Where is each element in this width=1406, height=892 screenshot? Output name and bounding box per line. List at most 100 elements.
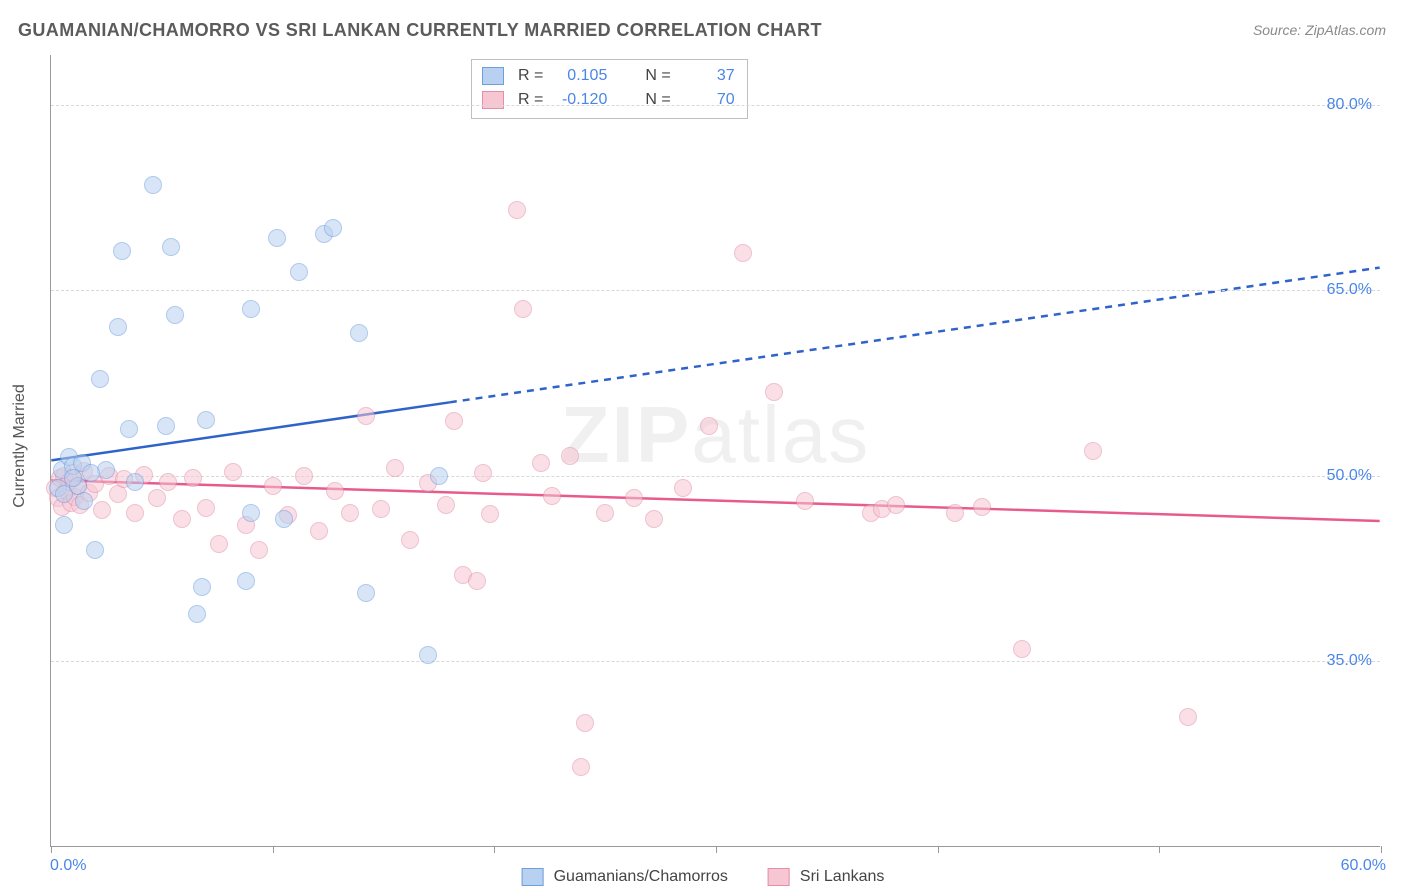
scatter-point-srilankan <box>310 522 328 540</box>
scatter-point-srilankan <box>357 407 375 425</box>
scatter-point-srilankan <box>674 479 692 497</box>
scatter-point-guam <box>242 504 260 522</box>
stats-legend: R = 0.105 N = 37 R = -0.120 N = 70 <box>471 59 748 119</box>
n-value-guam: 37 <box>681 64 735 88</box>
legend-item-guam: Guamanians/Chamorros <box>522 868 728 886</box>
scatter-point-guam <box>109 318 127 336</box>
swatch-srilankan <box>482 91 504 109</box>
r-label: R = <box>518 88 543 112</box>
scatter-point-srilankan <box>197 499 215 517</box>
scatter-point-guam <box>75 492 93 510</box>
trend-lines-svg <box>51 55 1380 846</box>
scatter-point-srilankan <box>700 417 718 435</box>
scatter-point-srilankan <box>1013 640 1031 658</box>
stats-row-guam: R = 0.105 N = 37 <box>482 64 735 88</box>
bottom-legend: Guamanians/Chamorros Sri Lankans <box>522 868 885 886</box>
scatter-point-srilankan <box>625 489 643 507</box>
legend-item-srilankan: Sri Lankans <box>768 868 885 886</box>
watermark-part-a: ZIP <box>561 390 691 479</box>
swatch-guam <box>482 67 504 85</box>
scatter-point-srilankan <box>295 467 313 485</box>
x-tick <box>1159 846 1160 853</box>
x-max-label: 60.0% <box>1341 857 1386 875</box>
scatter-point-srilankan <box>946 504 964 522</box>
n-value-srilankan: 70 <box>681 88 735 112</box>
scatter-point-srilankan <box>973 498 991 516</box>
scatter-point-srilankan <box>326 482 344 500</box>
scatter-point-srilankan <box>173 510 191 528</box>
scatter-point-srilankan <box>372 500 390 518</box>
scatter-point-srilankan <box>596 504 614 522</box>
legend-swatch-guam <box>522 868 544 886</box>
legend-label-srilankan: Sri Lankans <box>800 868 885 886</box>
x-origin-label: 0.0% <box>50 857 86 875</box>
scatter-point-srilankan <box>401 531 419 549</box>
scatter-point-guam <box>144 176 162 194</box>
scatter-point-srilankan <box>576 714 594 732</box>
legend-swatch-srilankan <box>768 868 790 886</box>
scatter-point-srilankan <box>508 201 526 219</box>
scatter-point-srilankan <box>734 244 752 262</box>
scatter-point-guam <box>242 300 260 318</box>
scatter-point-srilankan <box>437 496 455 514</box>
n-label: N = <box>645 64 670 88</box>
scatter-point-srilankan <box>264 477 282 495</box>
scatter-point-srilankan <box>572 758 590 776</box>
trend-line <box>450 268 1380 403</box>
scatter-point-guam <box>166 306 184 324</box>
scatter-point-srilankan <box>796 492 814 510</box>
r-value-guam: 0.105 <box>553 64 607 88</box>
scatter-point-srilankan <box>543 487 561 505</box>
stats-row-srilankan: R = -0.120 N = 70 <box>482 88 735 112</box>
scatter-point-srilankan <box>159 473 177 491</box>
scatter-point-guam <box>91 370 109 388</box>
gridline <box>51 105 1380 106</box>
scatter-point-srilankan <box>1179 708 1197 726</box>
scatter-point-guam <box>162 238 180 256</box>
scatter-point-srilankan <box>765 383 783 401</box>
scatter-point-srilankan <box>468 572 486 590</box>
scatter-point-srilankan <box>210 535 228 553</box>
scatter-point-guam <box>237 572 255 590</box>
scatter-point-srilankan <box>126 504 144 522</box>
y-tick-label: 80.0% <box>1327 96 1372 114</box>
scatter-point-srilankan <box>561 447 579 465</box>
scatter-point-srilankan <box>148 489 166 507</box>
scatter-point-guam <box>197 411 215 429</box>
scatter-point-guam <box>55 516 73 534</box>
scatter-point-srilankan <box>532 454 550 472</box>
scatter-point-guam <box>430 467 448 485</box>
scatter-point-srilankan <box>887 496 905 514</box>
n-label: N = <box>645 88 670 112</box>
plot-area: ZIPatlas R = 0.105 N = 37 R = -0.120 N =… <box>50 55 1380 847</box>
scatter-point-srilankan <box>481 505 499 523</box>
scatter-point-srilankan <box>1084 442 1102 460</box>
scatter-point-guam <box>357 584 375 602</box>
trend-line <box>51 402 449 460</box>
scatter-point-guam <box>113 242 131 260</box>
x-tick <box>273 846 274 853</box>
scatter-point-guam <box>419 646 437 664</box>
y-tick-label: 65.0% <box>1327 281 1372 299</box>
correlation-chart: GUAMANIAN/CHAMORRO VS SRI LANKAN CURRENT… <box>0 0 1406 892</box>
scatter-point-guam <box>275 510 293 528</box>
y-tick-label: 50.0% <box>1327 467 1372 485</box>
scatter-point-guam <box>324 219 342 237</box>
scatter-point-guam <box>126 473 144 491</box>
scatter-point-srilankan <box>224 463 242 481</box>
chart-title: GUAMANIAN/CHAMORRO VS SRI LANKAN CURRENT… <box>18 20 822 41</box>
scatter-point-guam <box>268 229 286 247</box>
x-tick <box>1381 846 1382 853</box>
scatter-point-guam <box>193 578 211 596</box>
watermark-part-b: atlas <box>691 390 870 479</box>
scatter-point-srilankan <box>93 501 111 519</box>
scatter-point-guam <box>82 464 100 482</box>
scatter-point-guam <box>64 469 82 487</box>
scatter-point-guam <box>290 263 308 281</box>
x-tick <box>716 846 717 853</box>
scatter-point-srilankan <box>514 300 532 318</box>
y-tick-label: 35.0% <box>1327 652 1372 670</box>
gridline <box>51 290 1380 291</box>
scatter-point-guam <box>120 420 138 438</box>
y-axis-label: Currently Married <box>11 384 29 508</box>
